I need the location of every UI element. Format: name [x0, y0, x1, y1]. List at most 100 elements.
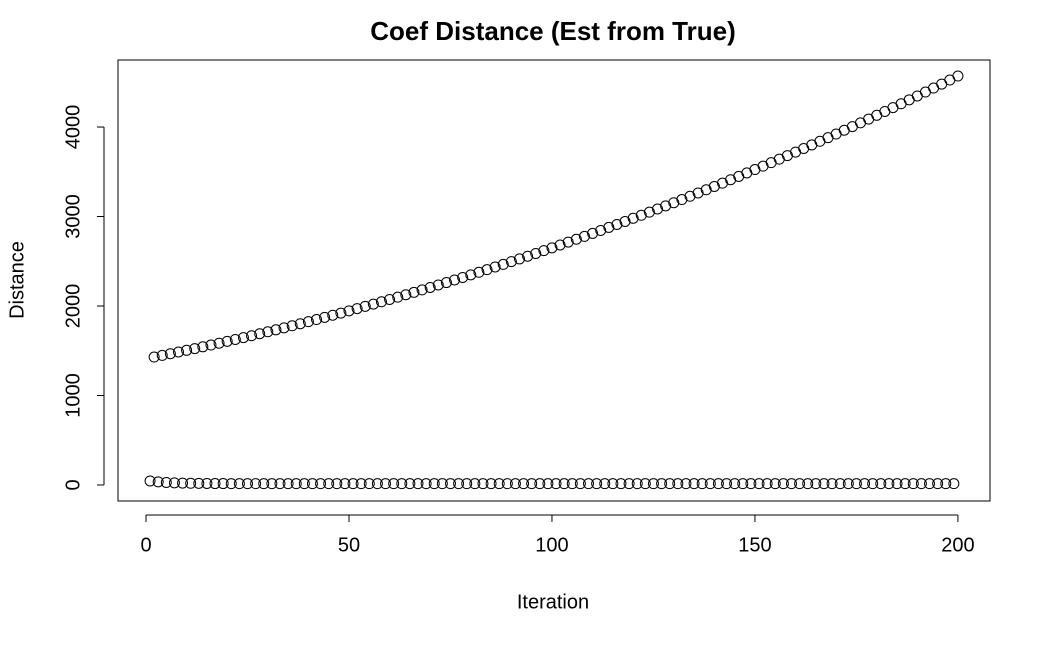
point [449, 274, 461, 286]
point [473, 266, 485, 278]
point [420, 478, 432, 490]
point [343, 305, 355, 317]
point [298, 478, 310, 490]
point [639, 478, 651, 490]
point [721, 478, 733, 490]
x-tick-label: 150 [738, 534, 771, 556]
point [436, 478, 448, 490]
point [932, 478, 944, 490]
point [818, 478, 830, 490]
point [294, 318, 306, 330]
point [680, 478, 692, 490]
point [286, 320, 298, 332]
point [347, 478, 359, 490]
point [493, 478, 505, 490]
point [753, 478, 765, 490]
point [197, 341, 209, 353]
point [306, 478, 318, 490]
point [469, 478, 481, 490]
point [562, 236, 574, 248]
point [148, 351, 160, 363]
point [371, 478, 383, 490]
point [254, 328, 266, 340]
point [859, 478, 871, 490]
point [205, 339, 217, 351]
point [729, 478, 741, 490]
point [164, 348, 176, 360]
point [172, 346, 184, 358]
point [363, 478, 375, 490]
point [185, 477, 197, 489]
point [282, 478, 294, 490]
x-tick-label: 50 [338, 534, 360, 556]
point [631, 478, 643, 490]
point [513, 253, 525, 265]
point [794, 478, 806, 490]
point [745, 478, 757, 490]
point [152, 476, 164, 488]
point [635, 209, 647, 221]
point [311, 314, 323, 326]
point [558, 478, 570, 490]
point [737, 478, 749, 490]
point [611, 218, 623, 230]
point [201, 477, 213, 489]
point [550, 478, 562, 490]
y-tick-label: 1000 [62, 373, 84, 418]
point [424, 281, 436, 293]
point [384, 293, 396, 305]
point [566, 478, 578, 490]
point [380, 478, 392, 490]
point [583, 478, 595, 490]
point [591, 478, 603, 490]
point [489, 261, 501, 273]
point [842, 478, 854, 490]
point [408, 286, 420, 298]
point [221, 335, 233, 347]
point [712, 478, 724, 490]
point [193, 477, 205, 489]
point [323, 478, 335, 490]
point [229, 333, 241, 345]
point [168, 477, 180, 489]
y-axis-label: Distance [6, 241, 28, 319]
point [367, 298, 379, 310]
point [213, 337, 225, 349]
point [453, 478, 465, 490]
point [883, 478, 895, 490]
point [416, 284, 428, 296]
point [777, 478, 789, 490]
point [826, 478, 838, 490]
point [400, 289, 412, 301]
point [319, 311, 331, 323]
point [664, 478, 676, 490]
point [225, 478, 237, 490]
point [327, 309, 339, 321]
point [769, 478, 781, 490]
point [339, 478, 351, 490]
point [444, 478, 456, 490]
point [461, 478, 473, 490]
point [867, 478, 879, 490]
point [209, 478, 221, 490]
point [428, 478, 440, 490]
point [237, 332, 249, 344]
point [266, 478, 278, 490]
point [396, 478, 408, 490]
point [274, 478, 286, 490]
y-tick-label: 4000 [62, 105, 84, 149]
point [899, 478, 911, 490]
x-tick-label: 0 [140, 534, 151, 556]
point [619, 215, 631, 227]
x-tick-label: 200 [941, 534, 974, 556]
point [672, 478, 684, 490]
point [440, 277, 452, 289]
point [952, 70, 964, 82]
point [501, 478, 513, 490]
point [160, 476, 172, 488]
point [315, 478, 327, 490]
point [915, 478, 927, 490]
point [375, 296, 387, 308]
point [643, 206, 655, 218]
